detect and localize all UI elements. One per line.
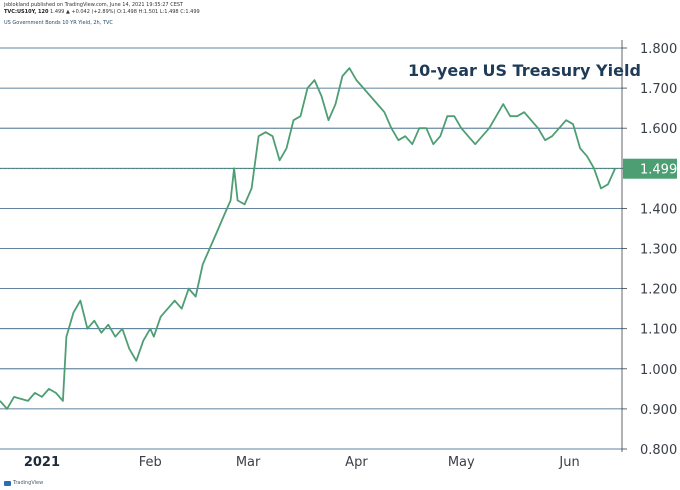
last-value-badge: 1.499 — [623, 158, 677, 179]
x-tick-label: Mar — [236, 455, 261, 470]
symbol-line: TVC:US10Y, 120 1.499 ▲ +0.042 (+2.89%) O… — [4, 9, 200, 15]
last-value-badge-bg — [623, 158, 677, 179]
chart-title: 10-year US Treasury Yield — [408, 61, 641, 80]
symbol-label: TVC:US10Y, 120 — [4, 9, 49, 15]
y-axis-ticks: 1.8001.7001.6001.5001.4001.3001.2001.100… — [621, 40, 677, 458]
x-tick-label: 2021 — [24, 455, 60, 470]
x-tick-label: Apr — [345, 455, 368, 470]
series-description: US Government Bonds 10 YR Yield, 2h, TVC — [4, 20, 113, 26]
y-tick-label: 1.800 — [640, 42, 677, 57]
series-line — [0, 67, 616, 410]
x-tick-label: Jun — [558, 455, 579, 470]
y-tick-label: 0.900 — [640, 403, 677, 418]
ohlc-readout: 1.499 ▲ +0.042 (+2.89%) O:1.498 H:1.501 … — [50, 9, 200, 15]
last-value-label: 1.499 — [640, 163, 677, 178]
tradingview-logo-icon — [4, 480, 11, 486]
y-tick-label: 1.600 — [640, 122, 677, 137]
grid-lines — [0, 47, 622, 450]
y-tick-label: 1.100 — [640, 323, 677, 338]
y-tick-label: 1.000 — [640, 363, 677, 378]
publisher-line: jsblokland published on TradingView.com,… — [4, 2, 184, 8]
y-tick-label: 1.200 — [640, 283, 677, 298]
x-tick-label: Feb — [139, 455, 162, 470]
footer: TradingView — [4, 480, 43, 486]
y-tick-label: 1.700 — [640, 82, 677, 97]
x-axis-ticks: 2021 Feb Mar Apr May Jun — [24, 455, 580, 470]
y-tick-label: 0.800 — [640, 443, 677, 458]
y-tick-label: 1.400 — [640, 202, 677, 217]
footer-brand: TradingView — [13, 480, 44, 486]
x-tick-label: May — [448, 455, 475, 470]
y-tick-label: 1.300 — [640, 243, 677, 258]
